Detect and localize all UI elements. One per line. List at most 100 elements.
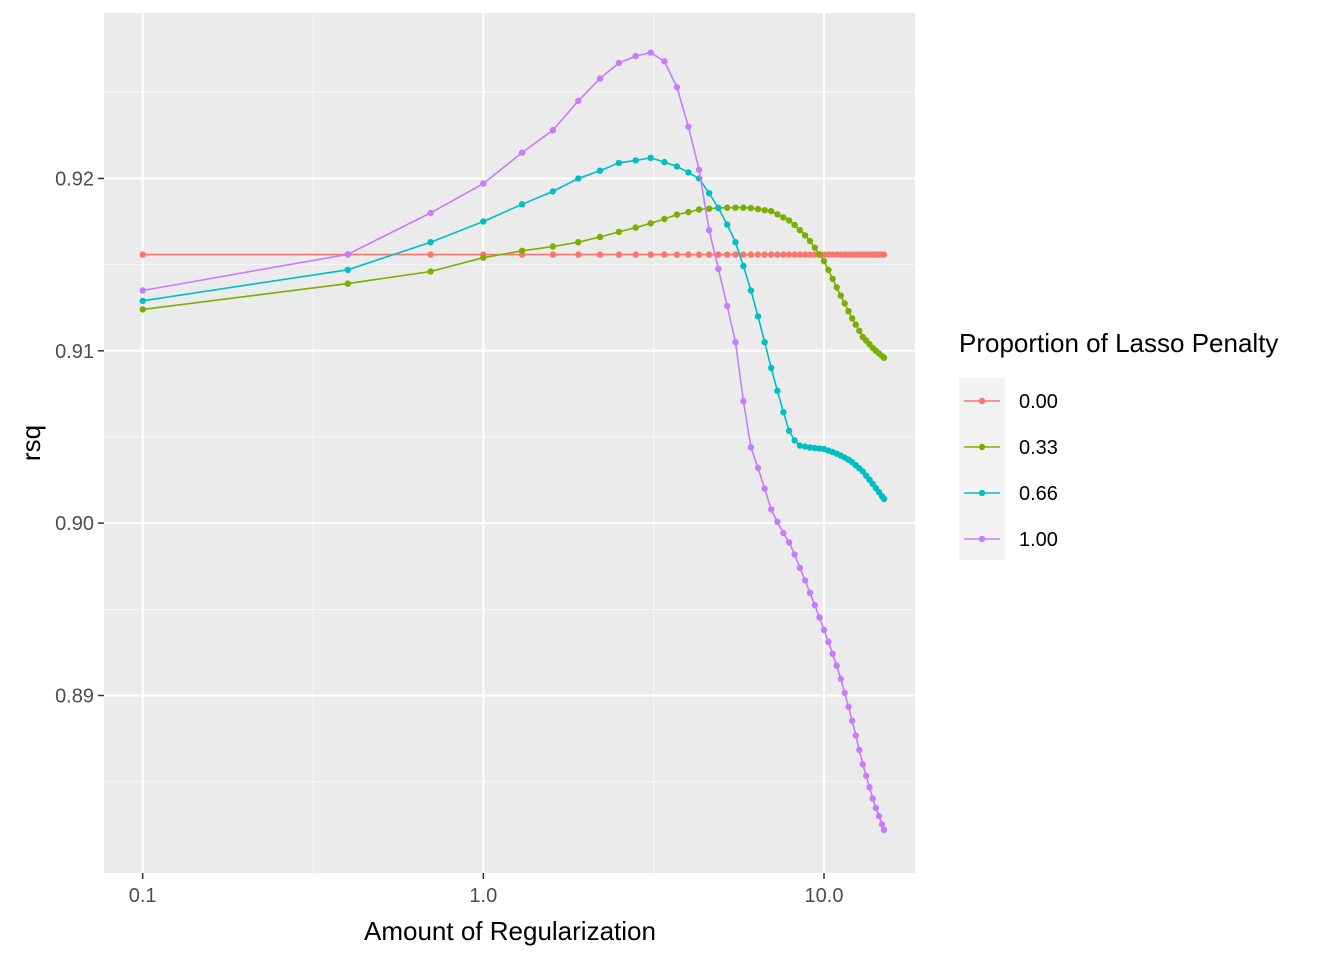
data-point <box>705 205 713 212</box>
data-point <box>596 251 604 258</box>
data-point <box>806 251 814 258</box>
data-point <box>724 221 731 228</box>
y-tick-label: 0.92 <box>55 168 94 190</box>
data-point <box>685 169 692 176</box>
data-point <box>774 251 781 258</box>
data-point <box>575 97 582 105</box>
data-point <box>791 251 798 258</box>
data-point <box>852 321 859 328</box>
data-point <box>768 208 775 215</box>
data-point <box>820 626 828 634</box>
data-point <box>878 821 886 828</box>
data-point <box>685 251 692 258</box>
data-point <box>740 262 747 270</box>
data-point <box>596 75 604 82</box>
data-point <box>747 287 755 294</box>
data-point <box>647 220 654 227</box>
data-point <box>780 529 787 537</box>
legend-key-point <box>978 489 986 497</box>
data-point <box>811 444 818 452</box>
data-point <box>845 308 852 315</box>
x-axis: 0.1 1.0 10.0 <box>129 873 844 907</box>
data-point <box>768 506 775 513</box>
data-point <box>849 315 856 322</box>
data-point <box>647 49 654 56</box>
data-point <box>673 163 681 170</box>
data-point <box>661 215 668 223</box>
legend-key-point <box>978 535 986 543</box>
data-point <box>796 251 804 258</box>
data-point <box>596 167 604 174</box>
data-point <box>856 327 863 334</box>
data-point <box>344 266 351 273</box>
data-point <box>841 689 848 697</box>
legend-key-point <box>978 397 986 405</box>
data-point <box>480 254 487 261</box>
data-point <box>705 251 713 258</box>
data-point <box>139 297 146 304</box>
data-point <box>732 239 739 246</box>
y-tick-label: 0.89 <box>55 685 94 707</box>
x-axis-title: Amount of Regularization <box>364 916 656 946</box>
data-point <box>801 443 809 450</box>
data-point <box>801 232 809 239</box>
y-axis-title: rsq <box>16 425 46 461</box>
data-point <box>761 485 768 492</box>
legend-item: 0.33 <box>964 437 1058 459</box>
data-point <box>869 795 876 802</box>
data-point <box>754 251 762 258</box>
data-point <box>761 251 768 258</box>
data-point <box>859 761 866 768</box>
data-point <box>796 564 804 572</box>
data-point <box>875 812 883 820</box>
minor-gridlines <box>104 13 915 873</box>
data-point <box>806 444 814 451</box>
data-point <box>705 190 713 197</box>
data-point <box>791 221 798 229</box>
data-point <box>806 589 814 596</box>
data-point <box>866 784 873 791</box>
data-point <box>754 313 762 320</box>
data-point <box>685 208 692 216</box>
data-point <box>427 239 434 246</box>
data-point <box>732 251 739 258</box>
data-point <box>139 251 146 258</box>
legend-item: 0.66 <box>964 483 1058 505</box>
legend-label: 0.33 <box>1019 437 1058 459</box>
data-point <box>791 551 798 558</box>
data-point <box>747 204 755 212</box>
legend-label: 0.00 <box>1019 391 1058 413</box>
data-point <box>715 265 722 273</box>
data-point <box>427 268 434 275</box>
legend-label: 1.00 <box>1019 529 1058 551</box>
data-point <box>774 518 781 525</box>
series-0.66 <box>139 154 888 503</box>
data-point <box>480 218 487 225</box>
data-point <box>811 244 818 251</box>
data-point <box>774 211 781 218</box>
data-point <box>575 239 582 246</box>
data-point <box>695 166 703 173</box>
data-point <box>740 397 747 405</box>
data-point <box>863 772 870 779</box>
data-point <box>615 228 623 236</box>
x-tick-label: 10.0 <box>805 885 844 907</box>
data-point <box>816 251 823 258</box>
legend-key-background <box>959 378 1005 560</box>
data-point <box>632 224 639 231</box>
data-point <box>747 251 755 258</box>
data-point <box>695 251 703 258</box>
data-point <box>833 284 840 291</box>
data-point <box>518 247 526 254</box>
data-point <box>549 243 557 250</box>
data-point <box>811 602 818 609</box>
data-point <box>661 158 668 166</box>
data-point <box>780 214 787 221</box>
series-0.00 <box>139 251 888 258</box>
data-point <box>806 237 814 245</box>
data-point <box>518 149 526 156</box>
data-point <box>780 409 787 416</box>
data-point <box>837 675 844 683</box>
data-point <box>833 662 840 669</box>
data-point <box>841 300 848 307</box>
